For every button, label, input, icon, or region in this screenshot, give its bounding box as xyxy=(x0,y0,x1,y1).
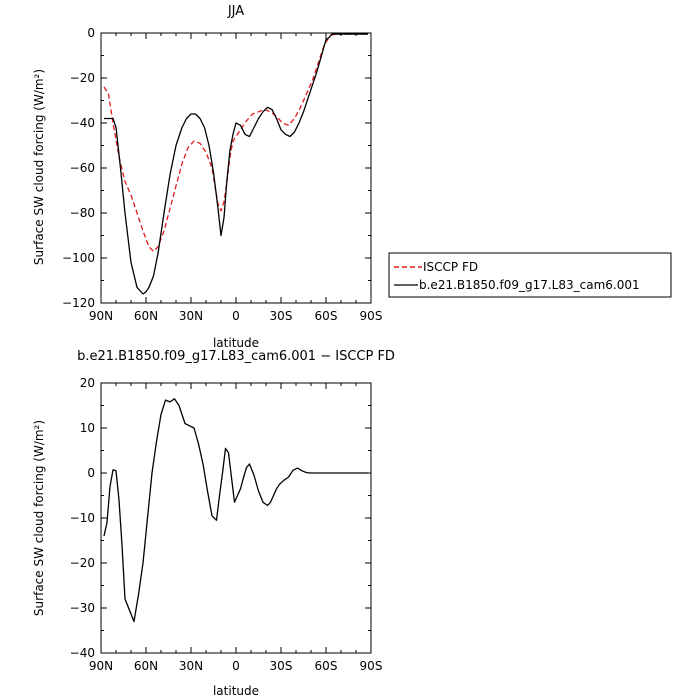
bottom-y-tick-label: 0 xyxy=(87,466,95,480)
top-y-tick-label: −40 xyxy=(70,116,95,130)
top-y-tick-label: −60 xyxy=(70,161,95,175)
bottom-x-tick-label: 30S xyxy=(270,659,293,673)
top-series-line-2 xyxy=(104,33,368,295)
top-chart-title: JJA xyxy=(227,4,244,19)
top-x-tick-label: 30S xyxy=(270,309,293,323)
bottom-chart: b.e21.B1850.f09_g17.L83_cam6.001 − ISCCP… xyxy=(32,349,395,698)
bottom-x-tick-label: 30N xyxy=(179,659,203,673)
top-y-tick-label: 0 xyxy=(87,26,95,40)
bottom-y-axis-title: Surface SW cloud forcing (W/m²) xyxy=(32,420,46,616)
bottom-y-ticks: 20 10 0 −10 −20 −30 −40 xyxy=(70,376,371,660)
top-plot-area xyxy=(100,32,372,304)
top-x-ticks: 90N 60N 30N 0 30S 60S 90S xyxy=(89,33,383,323)
top-y-tick-label: −80 xyxy=(70,206,95,220)
top-chart: JJA 90N 60N 30N 0 30S 60S 90S 0 −20 −40 −60 −80 −10… xyxy=(32,4,672,350)
top-y-axis-title: Surface SW cloud forcing (W/m²) xyxy=(32,69,46,265)
top-legend: ISCCP FD b.e21.B1850.f09_g17.L83_cam6.00… xyxy=(388,252,672,298)
bottom-x-tick-label: 90S xyxy=(360,659,383,673)
bottom-y-tick-label: 10 xyxy=(80,421,95,435)
top-y-tick-label: −120 xyxy=(62,296,95,310)
bottom-x-tick-label: 90N xyxy=(89,659,113,673)
top-x-tick-label: 60N xyxy=(134,309,158,323)
top-x-tick-label: 30N xyxy=(179,309,203,323)
top-plot-frame xyxy=(100,32,372,304)
top-series-line-1 xyxy=(103,33,368,252)
top-y-tick-label: −100 xyxy=(62,251,95,265)
top-x-tick-label: 90N xyxy=(89,309,113,323)
bottom-y-tick-label: −20 xyxy=(70,556,95,570)
top-x-tick-label: 60S xyxy=(315,309,338,323)
bottom-y-tick-label: −30 xyxy=(70,601,95,615)
top-x-tick-label: 0 xyxy=(232,309,240,323)
bottom-y-tick-label: −10 xyxy=(70,511,95,525)
bottom-y-tick-label: 20 xyxy=(80,376,95,390)
bottom-x-tick-label: 60N xyxy=(134,659,158,673)
top-x-axis-title: latitude xyxy=(213,336,259,350)
bottom-x-axis-title: latitude xyxy=(213,684,259,698)
legend-label-isccp: ISCCP FD xyxy=(423,260,478,274)
bottom-x-tick-label: 0 xyxy=(232,659,240,673)
top-x-tick-label: 90S xyxy=(360,309,383,323)
bottom-plot-area xyxy=(100,382,372,654)
bottom-series-line-1 xyxy=(103,398,368,623)
top-y-tick-label: −20 xyxy=(70,71,95,85)
bottom-x-tick-label: 60S xyxy=(315,659,338,673)
legend-box xyxy=(388,252,672,298)
legend-label-model: b.e21.B1850.f09_g17.L83_cam6.001 xyxy=(419,278,640,292)
bottom-x-ticks: 90N 60N 30N 0 30S 60S 90S xyxy=(89,383,383,673)
bottom-plot-frame xyxy=(100,382,372,654)
top-y-ticks: 0 −20 −40 −60 −80 −100 −120 xyxy=(62,26,371,310)
bottom-y-tick-label: −40 xyxy=(70,646,95,660)
bottom-chart-title: b.e21.B1850.f09_g17.L83_cam6.001 − ISCCP… xyxy=(77,349,395,364)
